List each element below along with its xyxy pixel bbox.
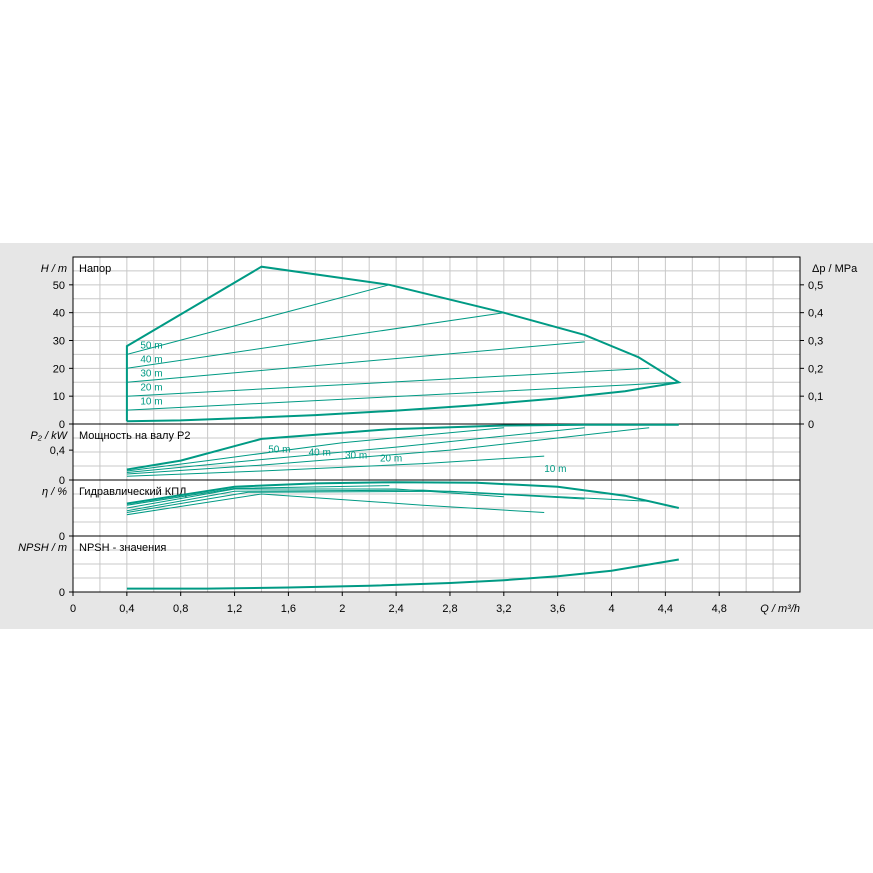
y-tick-label: 0: [59, 531, 65, 543]
y-tick-label: 20: [53, 363, 65, 375]
curve-label: 30 m: [345, 451, 367, 462]
curve-label: 30 m: [140, 369, 162, 380]
y-axis-label: NPSH / m: [18, 542, 67, 554]
panel-label: Напор: [79, 263, 111, 275]
envelope-line: [125, 265, 682, 423]
curve-label: 10 m: [140, 396, 162, 407]
x-tick-label: 4: [608, 603, 614, 615]
panel-npsh: 0 NPSH / m NPSH - значения: [18, 535, 801, 599]
x-tick-label: 1,2: [227, 603, 242, 615]
curve-label: 20 m: [140, 382, 162, 393]
curve-line: [126, 284, 390, 355]
y-tick-label: 0: [59, 587, 65, 599]
y-tick-label: 0: [59, 419, 65, 431]
envelope-line: [126, 423, 679, 471]
x-tick-label: 3,2: [496, 603, 511, 615]
panel-head: 0 10 20 30 40 50 0 0,1 0,2 0,3 0,4 0,5 Δp / MPa H / m…: [41, 256, 858, 431]
x-tick-label: 2,8: [442, 603, 457, 615]
y-axis-label: H / m: [41, 263, 67, 275]
curve-line: [126, 312, 504, 369]
curve-line: [126, 489, 585, 512]
panel-label: Мощность на валу P2: [79, 430, 191, 442]
x-tick-label: 4,8: [712, 603, 727, 615]
x-tick-label: 1,6: [281, 603, 296, 615]
y-tick-label-right: 0,3: [808, 336, 823, 348]
x-tick-label: 2,4: [388, 603, 403, 615]
y-tick-label: 0,4: [50, 445, 65, 457]
curve-line: [126, 427, 585, 473]
y-axis-label: P₂ / kW: [30, 430, 68, 442]
curve-line: [126, 455, 545, 477]
panel-efficiency: 0 η / % Гидравлический КПД: [42, 479, 801, 543]
curve-label: 50 m: [268, 445, 290, 456]
y-tick-label-right: 0,1: [808, 391, 823, 403]
curve-label: 10 m: [544, 464, 566, 475]
curve-line: [126, 381, 679, 411]
y-tick-label: 10: [53, 391, 65, 403]
curve-line: [126, 427, 650, 475]
x-tick-label: 0,8: [173, 603, 188, 615]
curve-line: [126, 367, 650, 397]
panel-border: [72, 535, 801, 593]
y-tick-label-right: 0,4: [808, 308, 823, 320]
curve-line: [126, 341, 585, 383]
panel-power: 0 0,4 P₂ / kW Мощность на валу P2 50 m 40 m 30…: [30, 423, 801, 487]
x-tick-label: 4,4: [658, 603, 673, 615]
curve-label: 20 m: [380, 454, 402, 465]
curve-label: 40 m: [140, 355, 162, 366]
y-tick-label-right: 0,2: [808, 363, 823, 375]
curve-line: [126, 485, 390, 506]
panel-label: NPSH - значения: [79, 542, 166, 554]
y-tick-label: 30: [53, 336, 65, 348]
y-tick-label: 40: [53, 308, 65, 320]
curve-label: 40 m: [309, 448, 331, 459]
y-tick-label-right: 0,5: [808, 280, 823, 292]
curve-line: [126, 493, 545, 516]
x-axis-label: Q / m³/h: [760, 603, 800, 615]
envelope-line: [126, 558, 679, 590]
panel-label: Гидравлический КПД: [79, 486, 187, 498]
curve-line: [126, 490, 650, 513]
x-axis: 0 0,4 0,8 1,2 1,6 2 2,4 2,8 3,2 3,6 4 4,4 4,8 Q / m³/…: [70, 592, 800, 615]
curve-line: [126, 427, 504, 472]
x-tick-label: 0: [70, 603, 76, 615]
x-tick-label: 2: [339, 603, 345, 615]
x-tick-label: 3,6: [550, 603, 565, 615]
curve-line: [126, 488, 504, 509]
y-axis-label: η / %: [42, 486, 67, 498]
pump-curve-chart: 0 10 20 30 40 50 0 0,1 0,2 0,3 0,4 0,5 Δp / MPa H / m…: [0, 243, 873, 629]
y-tick-label: 0: [59, 475, 65, 487]
y-axis-label-right: Δp / MPa: [812, 263, 858, 275]
envelope-line: [126, 481, 680, 509]
y-tick-label-right: 0: [808, 419, 814, 431]
y-tick-label: 50: [53, 280, 65, 292]
curve-label: 50 m: [140, 341, 162, 352]
x-tick-label: 0,4: [119, 603, 134, 615]
